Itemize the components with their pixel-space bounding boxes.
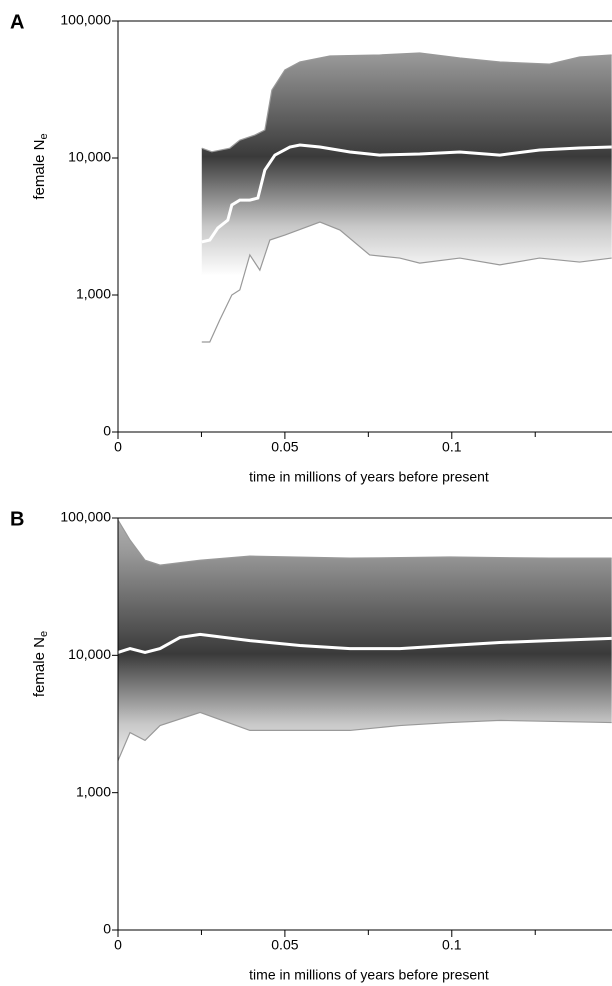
hpd-line bbox=[117, 519, 612, 566]
y-axis-label: female Ne bbox=[31, 631, 50, 697]
y-tick-label: 100,000 bbox=[60, 509, 111, 525]
y-tick-label: 1,000 bbox=[76, 783, 111, 799]
x-tick-label: 0 bbox=[114, 937, 122, 953]
y-axis-label-main: female N bbox=[31, 637, 48, 697]
y-axis-label-main: female N bbox=[31, 140, 48, 200]
hpd-line bbox=[117, 711, 612, 761]
y-tick-label: 10,000 bbox=[68, 149, 111, 165]
y-axis-label: female Ne bbox=[31, 133, 50, 199]
x-tick-label: 0.1 bbox=[442, 937, 462, 953]
y-tick-label: 10,000 bbox=[68, 646, 111, 662]
hpd-line bbox=[201, 221, 612, 343]
x-tick-label: 0.05 bbox=[271, 937, 298, 953]
y-tick-label: 0 bbox=[103, 423, 111, 439]
median-line bbox=[117, 632, 612, 654]
y-tick-label: 100,000 bbox=[60, 12, 111, 28]
y-tick-label: 0 bbox=[103, 921, 111, 937]
hpd-line bbox=[201, 52, 612, 153]
x-tick-label: 0.05 bbox=[271, 439, 298, 455]
y-axis-label-subscript: e bbox=[38, 133, 50, 139]
x-tick-label: 0.1 bbox=[442, 439, 462, 455]
y-tick-label: 1,000 bbox=[76, 286, 111, 302]
median-line bbox=[201, 143, 612, 244]
x-tick-label: 0 bbox=[114, 439, 122, 455]
y-axis-label-subscript: e bbox=[38, 631, 50, 637]
hpd-band bbox=[201, 53, 612, 342]
x-axis-label: time in millions of years before present bbox=[249, 967, 489, 983]
hpd-band bbox=[118, 520, 612, 761]
x-axis-label: time in millions of years before present bbox=[249, 469, 489, 485]
panel-label: B bbox=[10, 508, 24, 530]
panel-label: A bbox=[10, 11, 24, 33]
